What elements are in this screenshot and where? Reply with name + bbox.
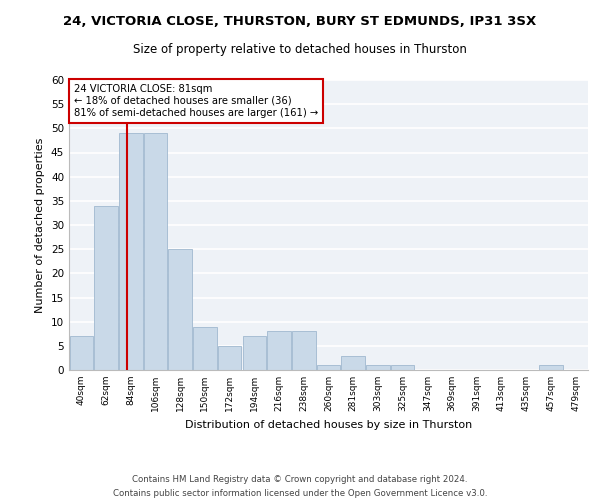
Bar [268, 332, 291, 370]
Bar [391, 365, 415, 370]
Text: 24 VICTORIA CLOSE: 81sqm
← 18% of detached houses are smaller (36)
81% of semi-d: 24 VICTORIA CLOSE: 81sqm ← 18% of detach… [74, 84, 319, 117]
Text: Size of property relative to detached houses in Thurston: Size of property relative to detached ho… [133, 42, 467, 56]
Bar [341, 356, 365, 370]
Bar [218, 346, 241, 370]
Bar [70, 336, 93, 370]
Text: 24, VICTORIA CLOSE, THURSTON, BURY ST EDMUNDS, IP31 3SX: 24, VICTORIA CLOSE, THURSTON, BURY ST ED… [64, 15, 536, 28]
Y-axis label: Number of detached properties: Number of detached properties [35, 138, 46, 312]
Bar [144, 133, 167, 370]
Bar [539, 365, 563, 370]
Text: Contains HM Land Registry data © Crown copyright and database right 2024.
Contai: Contains HM Land Registry data © Crown c… [113, 476, 487, 498]
Bar [317, 365, 340, 370]
X-axis label: Distribution of detached houses by size in Thurston: Distribution of detached houses by size … [185, 420, 472, 430]
Bar [119, 133, 143, 370]
Bar [292, 332, 316, 370]
Bar [169, 249, 192, 370]
Bar [193, 326, 217, 370]
Bar [366, 365, 389, 370]
Bar [242, 336, 266, 370]
Bar [94, 206, 118, 370]
